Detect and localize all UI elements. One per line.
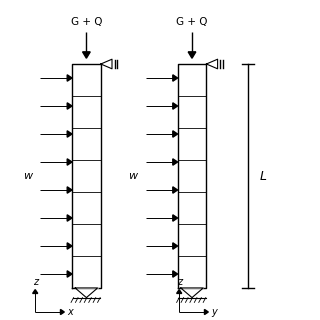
- Polygon shape: [67, 271, 72, 277]
- Text: y: y: [211, 307, 217, 317]
- Polygon shape: [67, 75, 72, 81]
- Text: L: L: [260, 170, 267, 182]
- Polygon shape: [60, 309, 64, 315]
- Polygon shape: [67, 243, 72, 249]
- Polygon shape: [188, 52, 196, 58]
- Polygon shape: [173, 75, 178, 81]
- Text: z: z: [177, 277, 182, 287]
- Polygon shape: [67, 215, 72, 221]
- Text: z: z: [33, 277, 38, 287]
- Polygon shape: [173, 187, 178, 193]
- Text: w: w: [23, 171, 32, 181]
- Polygon shape: [67, 103, 72, 109]
- Polygon shape: [83, 52, 90, 58]
- Polygon shape: [204, 309, 208, 315]
- Polygon shape: [173, 215, 178, 221]
- Text: x: x: [67, 307, 73, 317]
- Polygon shape: [173, 103, 178, 109]
- Polygon shape: [173, 131, 178, 137]
- Polygon shape: [173, 243, 178, 249]
- Polygon shape: [67, 159, 72, 165]
- Polygon shape: [67, 187, 72, 193]
- Text: G + Q: G + Q: [71, 17, 102, 27]
- Polygon shape: [173, 271, 178, 277]
- Polygon shape: [33, 290, 38, 293]
- Polygon shape: [177, 290, 182, 293]
- Text: G + Q: G + Q: [176, 17, 208, 27]
- Polygon shape: [67, 131, 72, 137]
- Text: w: w: [128, 171, 138, 181]
- Polygon shape: [173, 159, 178, 165]
